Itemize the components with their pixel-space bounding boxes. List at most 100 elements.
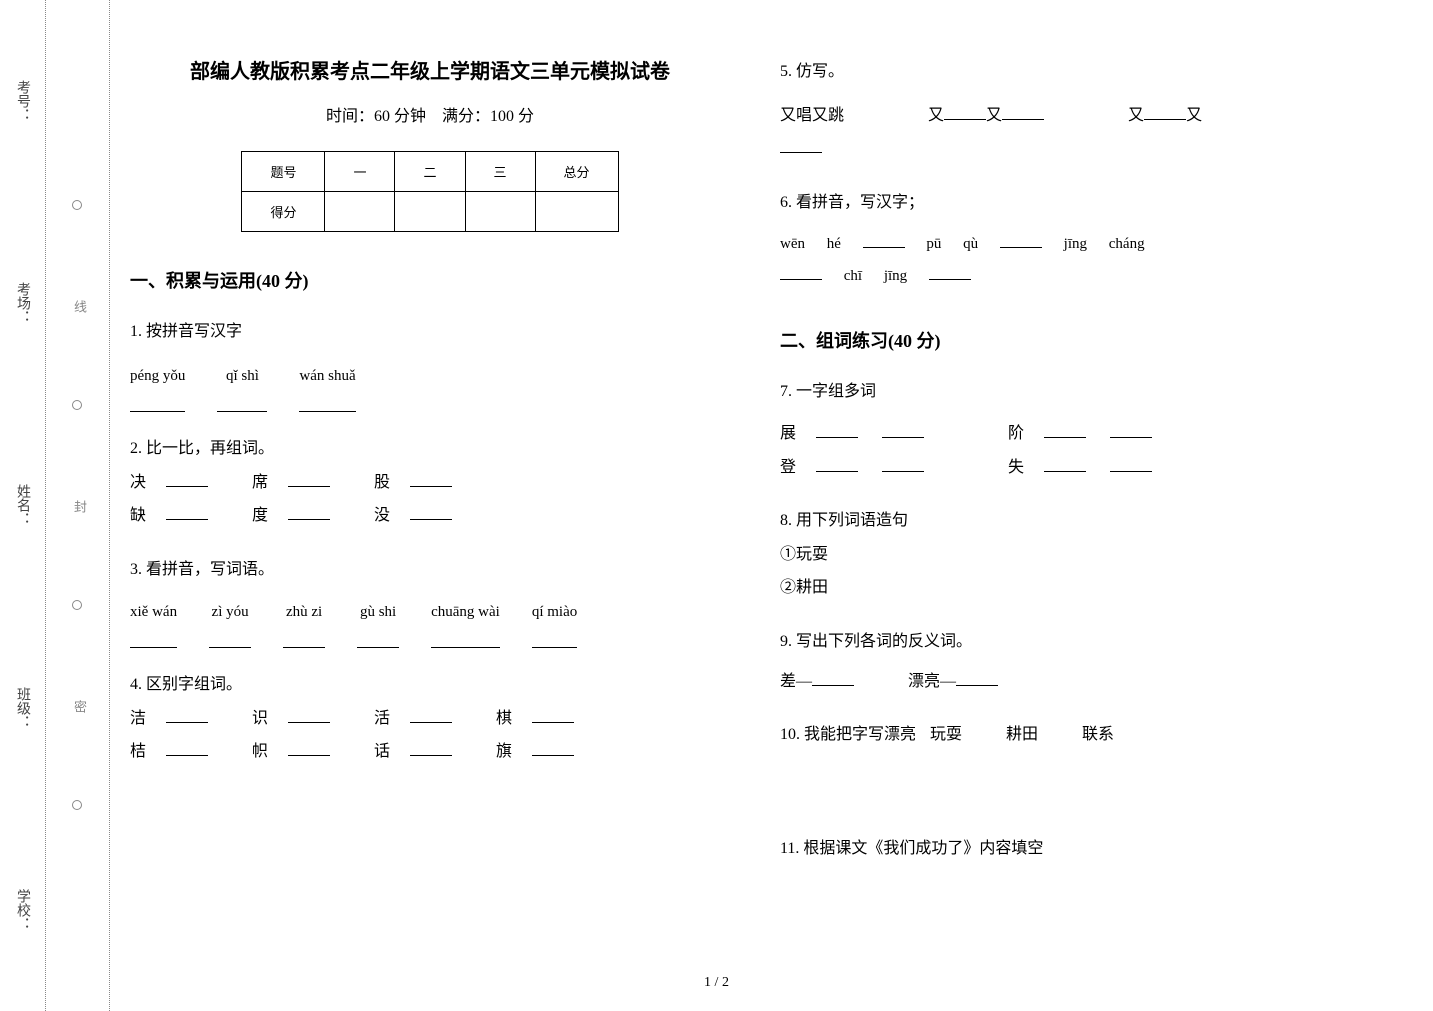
pinyin: qǐ shì	[226, 368, 259, 384]
answer-blank	[882, 456, 924, 472]
answer-blank	[956, 670, 998, 686]
pinyin: wán shuǎ	[299, 368, 355, 384]
answer-blank	[812, 670, 854, 686]
char: 度	[252, 507, 268, 524]
char: 缺	[130, 507, 146, 524]
question-5: 5. 仿写。 又唱又跳 又又 又又	[780, 55, 1350, 166]
answer-blank	[1044, 456, 1086, 472]
answer-blank	[410, 740, 452, 756]
answer-blank	[1044, 422, 1086, 438]
char: 股	[374, 474, 390, 491]
answer-blank	[532, 632, 577, 648]
answer-blank	[431, 632, 500, 648]
binding-circle	[72, 200, 82, 210]
question-label: 2. 比一比，再组词。	[130, 432, 730, 466]
answer-blank	[166, 504, 208, 520]
binding-label-strip: 学校： 班级： 姓名： 考场： 考号：	[8, 0, 36, 1011]
paper-title: 部编人教版积累考点二年级上学期语文三单元模拟试卷	[130, 55, 730, 84]
char: 展	[780, 425, 796, 442]
binding-circle	[72, 800, 82, 810]
answer-blank	[1110, 456, 1152, 472]
char: 棋	[496, 710, 512, 727]
answer-blank	[816, 456, 858, 472]
pinyin: pū	[926, 236, 941, 252]
question-label: 9. 写出下列各词的反义词。	[780, 625, 1350, 659]
pinyin: zhù zi	[286, 604, 322, 620]
answer-blank	[780, 137, 822, 153]
seal-line-char: 密	[70, 700, 89, 713]
practice-word: 耕田	[1006, 726, 1038, 743]
answer-blank	[288, 740, 330, 756]
char: 阶	[1008, 425, 1024, 442]
answer-blank	[130, 396, 185, 412]
char: 活	[374, 710, 390, 727]
answer-blank	[166, 740, 208, 756]
char: 没	[374, 507, 390, 524]
char: 登	[780, 459, 796, 476]
question-label: 1. 按拼音写汉字	[130, 315, 730, 349]
example-word: 又唱又跳	[780, 107, 844, 124]
question-2: 2. 比一比，再组词。 决 席 股 缺 度 没	[130, 432, 730, 533]
pinyin: chī	[844, 268, 862, 284]
char: 失	[1008, 459, 1024, 476]
answer-blank	[130, 632, 177, 648]
fill-template: 又又	[928, 107, 1044, 124]
pinyin: qù	[963, 236, 978, 252]
left-column: 部编人教版积累考点二年级上学期语文三单元模拟试卷 时间：60 分钟 满分：100…	[130, 55, 750, 885]
answer-blank	[209, 632, 251, 648]
section-heading: 一、积累与运用(40 分)	[130, 267, 730, 293]
pinyin: gù shi	[360, 604, 396, 620]
question-label: 8. 用下列词语造句	[780, 504, 1350, 538]
char: 洁	[130, 710, 146, 727]
binding-circle	[72, 600, 82, 610]
question-8: 8. 用下列词语造句 ①玩耍 ②耕田	[780, 504, 1350, 605]
answer-blank	[410, 707, 452, 723]
answer-blank	[288, 471, 330, 487]
question-10: 10. 我能把字写漂亮 玩耍 耕田 联系	[780, 718, 1350, 752]
pinyin: cháng	[1109, 236, 1145, 252]
question-label: 3. 看拼音，写词语。	[130, 553, 730, 587]
char: 席	[252, 474, 268, 491]
answer-blank	[1110, 422, 1152, 438]
question-label: 5. 仿写。	[780, 55, 1350, 89]
question-4: 4. 区别字组词。 洁 识 活 棋 桔 帜 话 旗	[130, 668, 730, 769]
char: 桔	[130, 743, 146, 760]
binding-label: 姓名：	[12, 484, 32, 526]
pinyin: qí miào	[532, 604, 577, 620]
answer-blank	[1144, 104, 1186, 120]
answer-blank	[944, 104, 986, 120]
char: 决	[130, 474, 146, 491]
pinyin: jīng	[884, 268, 971, 284]
section-heading: 二、组词练习(40 分)	[780, 327, 1350, 353]
answer-blank	[532, 707, 574, 723]
score-table: 题号 一 二 三 总分 得分	[241, 151, 618, 232]
char: 识	[252, 710, 268, 727]
binding-label: 学校：	[12, 889, 32, 931]
question-6: 6. 看拼音，写汉字； wēn hé pū qù jīng cháng chī …	[780, 186, 1350, 293]
answer-blank	[288, 707, 330, 723]
question-3: 3. 看拼音，写词语。 xiě wán zì yóu zhù zi gù shi…	[130, 553, 730, 648]
answer-blank	[166, 707, 208, 723]
answer-blank	[357, 632, 399, 648]
answer-blank	[283, 632, 325, 648]
question-1: 1. 按拼音写汉字 péng yǒu qǐ shì wán shuǎ	[130, 315, 730, 412]
pinyin: wēn	[780, 236, 805, 252]
score-cell	[325, 192, 395, 232]
answer-blank	[882, 422, 924, 438]
binding-label: 考场：	[12, 282, 32, 324]
antonym-item: 差—	[780, 673, 854, 690]
binding-circle	[72, 400, 82, 410]
sentence-item: ②耕田	[780, 571, 1350, 605]
score-cell	[395, 192, 465, 232]
question-7: 7. 一字组多词 展 阶 登 失	[780, 375, 1350, 484]
answer-blank	[166, 471, 208, 487]
answer-blank	[410, 504, 452, 520]
char: 旗	[496, 743, 512, 760]
binding-label: 班级：	[12, 687, 32, 729]
practice-word: 玩耍	[930, 726, 962, 743]
question-label: 4. 区别字组词。	[130, 668, 730, 702]
paper-subtitle: 时间：60 分钟 满分：100 分	[130, 102, 730, 126]
antonym-item: 漂亮—	[908, 673, 998, 690]
score-cell	[535, 192, 618, 232]
score-cell: 得分	[242, 192, 325, 232]
